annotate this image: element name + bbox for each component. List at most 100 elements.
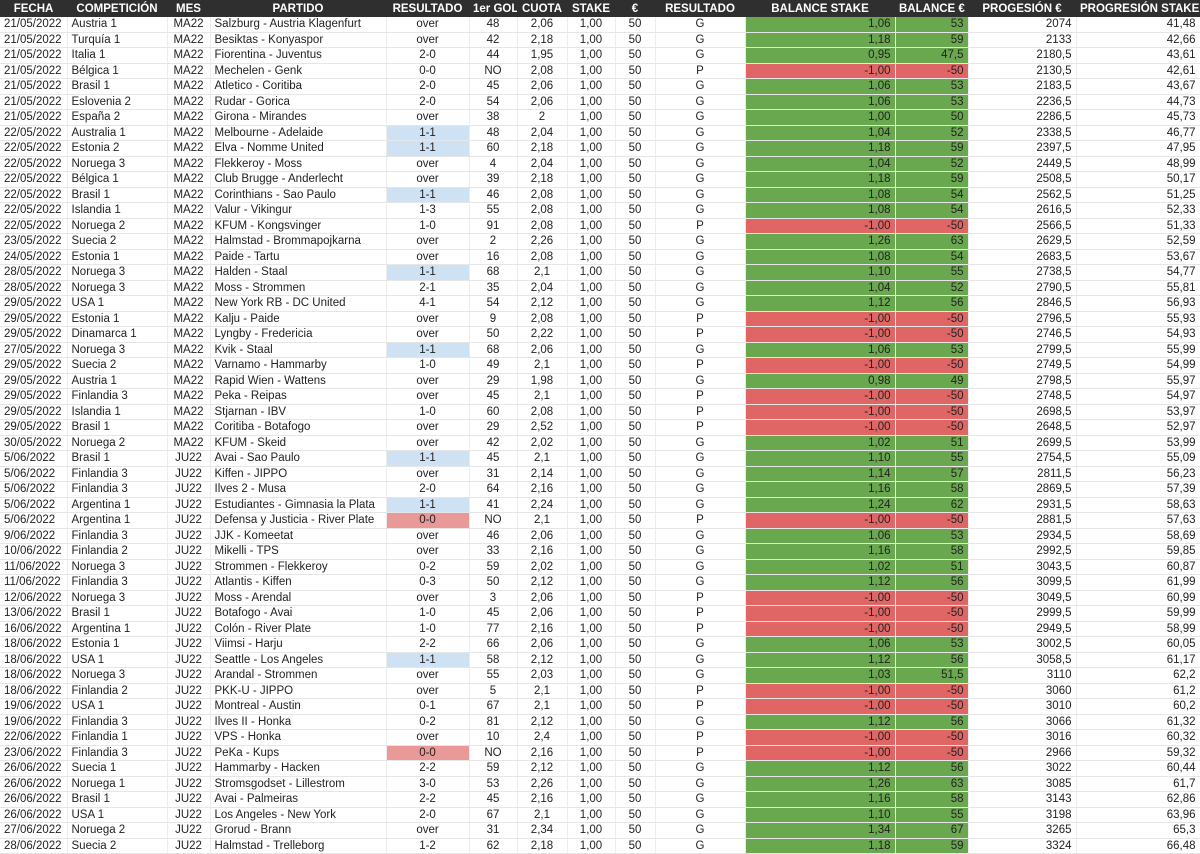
col-header-balance-euro[interactable]: BALANCE € <box>895 0 968 17</box>
cell-partido[interactable]: Lyngby - Fredericia <box>210 326 387 343</box>
cell-progresion-stake[interactable]: 59,99 <box>1076 605 1200 622</box>
cell-resultado-score[interactable]: over <box>386 543 470 560</box>
cell-cuota[interactable]: 2,1 <box>517 683 568 699</box>
cell-progresion-stake[interactable]: 47,95 <box>1076 140 1200 157</box>
cell-stake[interactable]: 1,00 <box>567 280 616 296</box>
cell-partido[interactable]: Atlantis - Kiffen <box>210 574 387 591</box>
cell-cuota[interactable]: 2,03 <box>517 667 568 684</box>
cell-progresion-stake[interactable]: 53,67 <box>1076 249 1200 265</box>
cell-resultado-score[interactable]: over <box>386 683 470 699</box>
cell-mes[interactable]: MA22 <box>167 419 211 436</box>
cell-stake[interactable]: 1,00 <box>567 714 616 730</box>
cell-progresion-stake[interactable]: 59,32 <box>1076 745 1200 761</box>
cell-balance-euro[interactable]: 53 <box>895 94 969 110</box>
cell-mes[interactable]: JU22 <box>167 466 211 482</box>
cell-partido[interactable]: Coritiba - Botafogo <box>210 419 387 436</box>
cell-resultado-outcome[interactable]: P <box>655 745 746 761</box>
cell-resultado-outcome[interactable]: G <box>655 652 746 668</box>
cell-primer-gol[interactable]: 2 <box>469 233 518 250</box>
cell-mes[interactable]: MA22 <box>167 109 211 126</box>
cell-fecha[interactable]: 16/06/2022 <box>0 621 68 637</box>
cell-progresion-euro[interactable]: 2999,5 <box>968 605 1077 622</box>
cell-primer-gol[interactable]: 42 <box>469 435 518 451</box>
cell-cuota[interactable]: 2,26 <box>517 776 568 792</box>
cell-euro[interactable]: 50 <box>615 357 656 374</box>
cell-competicion[interactable]: Eslovenia 2 <box>67 94 168 110</box>
cell-cuota[interactable]: 2,06 <box>517 94 568 110</box>
cell-competicion[interactable]: Islandia 1 <box>67 404 168 420</box>
cell-competicion[interactable]: Suecia 2 <box>67 838 168 854</box>
col-header-stake[interactable]: STAKE <box>567 0 615 17</box>
cell-progresion-euro[interactable]: 3060 <box>968 683 1077 699</box>
cell-progresion-stake[interactable]: 60,05 <box>1076 636 1200 653</box>
cell-euro[interactable]: 50 <box>615 264 656 281</box>
cell-mes[interactable]: MA22 <box>167 125 211 141</box>
cell-resultado-score[interactable]: over <box>386 388 470 405</box>
cell-euro[interactable]: 50 <box>615 156 656 172</box>
cell-fecha[interactable]: 21/05/2022 <box>0 109 68 126</box>
cell-progresion-stake[interactable]: 55,93 <box>1076 311 1200 327</box>
cell-resultado-outcome[interactable]: G <box>655 760 746 777</box>
cell-stake[interactable]: 1,00 <box>567 621 616 637</box>
cell-cuota[interactable]: 2,08 <box>517 63 568 79</box>
cell-progresion-stake[interactable]: 58,99 <box>1076 621 1200 637</box>
cell-euro[interactable]: 50 <box>615 652 656 668</box>
cell-balance-euro[interactable]: 59 <box>895 32 969 48</box>
cell-progresion-euro[interactable]: 2966 <box>968 745 1077 761</box>
cell-progresion-stake[interactable]: 43,67 <box>1076 78 1200 95</box>
cell-progresion-euro[interactable]: 2683,5 <box>968 249 1077 265</box>
cell-balance-euro[interactable]: 58 <box>895 543 969 560</box>
cell-euro[interactable]: 50 <box>615 714 656 730</box>
col-header-balance-stake[interactable]: BALANCE STAKE <box>745 0 895 17</box>
cell-euro[interactable]: 50 <box>615 729 656 746</box>
cell-balance-euro[interactable]: -50 <box>895 698 969 715</box>
cell-primer-gol[interactable]: 53 <box>469 776 518 792</box>
cell-cuota[interactable]: 2,1 <box>517 807 568 823</box>
cell-resultado-outcome[interactable]: G <box>655 233 746 250</box>
cell-balance-stake[interactable]: -1,00 <box>745 729 896 746</box>
cell-mes[interactable]: MA22 <box>167 357 211 374</box>
cell-competicion[interactable]: Noruega 3 <box>67 667 168 684</box>
cell-resultado-outcome[interactable]: G <box>655 528 746 544</box>
cell-progresion-euro[interactable]: 2749,5 <box>968 357 1077 374</box>
cell-cuota[interactable]: 2,12 <box>517 760 568 777</box>
cell-cuota[interactable]: 2,16 <box>517 621 568 637</box>
cell-partido[interactable]: Kvik - Staal <box>210 342 387 358</box>
cell-euro[interactable]: 50 <box>615 450 656 467</box>
cell-fecha[interactable]: 18/06/2022 <box>0 683 68 699</box>
cell-primer-gol[interactable]: 31 <box>469 466 518 482</box>
cell-resultado-score[interactable]: 0-1 <box>386 698 470 715</box>
cell-resultado-score[interactable]: 1-1 <box>386 450 470 467</box>
cell-progresion-euro[interactable]: 2397,5 <box>968 140 1077 157</box>
cell-euro[interactable]: 50 <box>615 745 656 761</box>
cell-fecha[interactable]: 21/05/2022 <box>0 17 68 33</box>
cell-euro[interactable]: 50 <box>615 109 656 126</box>
cell-stake[interactable]: 1,00 <box>567 233 616 250</box>
cell-euro[interactable]: 50 <box>615 311 656 327</box>
cell-resultado-outcome[interactable]: G <box>655 667 746 684</box>
cell-mes[interactable]: MA22 <box>167 171 211 188</box>
cell-stake[interactable]: 1,00 <box>567 109 616 126</box>
cell-balance-stake[interactable]: -1,00 <box>745 512 896 529</box>
cell-euro[interactable]: 50 <box>615 280 656 296</box>
cell-cuota[interactable]: 2,1 <box>517 450 568 467</box>
cell-fecha[interactable]: 9/06/2022 <box>0 528 68 544</box>
cell-stake[interactable]: 1,00 <box>567 450 616 467</box>
cell-competicion[interactable]: Noruega 1 <box>67 776 168 792</box>
cell-resultado-outcome[interactable]: P <box>655 419 746 436</box>
cell-fecha[interactable]: 27/06/2022 <box>0 822 68 839</box>
cell-stake[interactable]: 1,00 <box>567 435 616 451</box>
cell-euro[interactable]: 50 <box>615 63 656 79</box>
cell-fecha[interactable]: 29/05/2022 <box>0 404 68 420</box>
cell-euro[interactable]: 50 <box>615 171 656 188</box>
cell-partido[interactable]: PKK-U - JIPPO <box>210 683 387 699</box>
cell-mes[interactable]: MA22 <box>167 78 211 95</box>
cell-progresion-euro[interactable]: 2338,5 <box>968 125 1077 141</box>
cell-resultado-outcome[interactable]: G <box>655 497 746 513</box>
cell-partido[interactable]: KFUM - Kongsvinger <box>210 218 387 234</box>
cell-partido[interactable]: Club Brugge - Anderlecht <box>210 171 387 188</box>
cell-balance-stake[interactable]: -1,00 <box>745 419 896 436</box>
cell-primer-gol[interactable]: 59 <box>469 760 518 777</box>
cell-balance-euro[interactable]: 55 <box>895 264 969 281</box>
cell-stake[interactable]: 1,00 <box>567 94 616 110</box>
